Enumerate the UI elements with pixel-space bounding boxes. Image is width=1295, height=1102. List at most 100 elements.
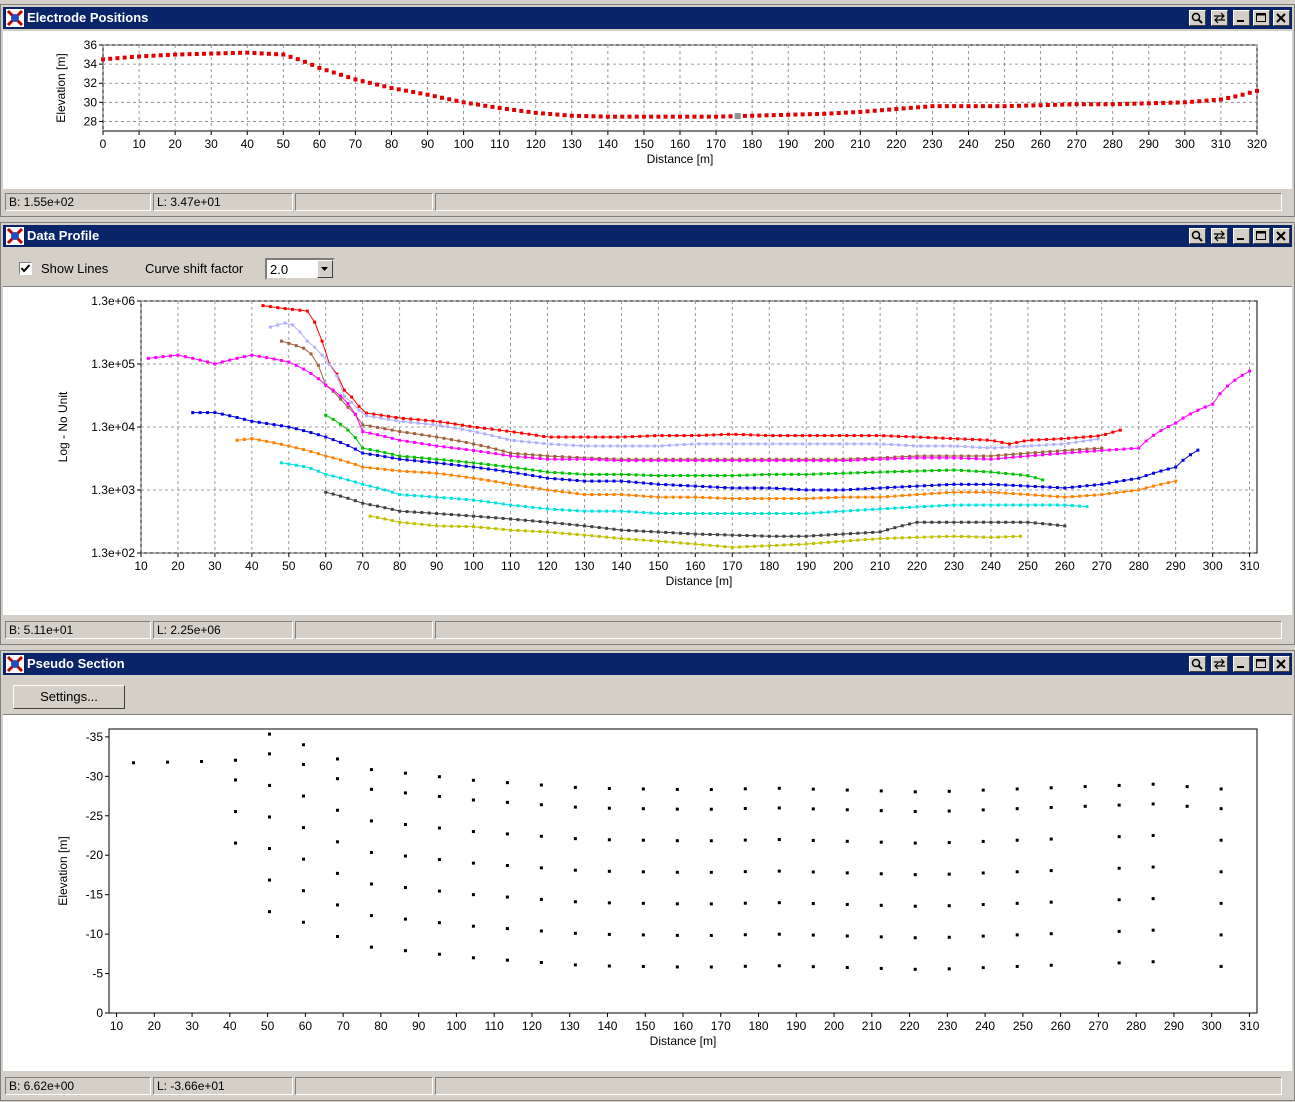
electrode-marker — [548, 111, 553, 116]
pseudo-plot-area[interactable]: 10 20 30 40 50 60 70 80 90 100 110 120 130 140 150 160 1… — [3, 715, 1292, 1071]
series-point — [1078, 494, 1082, 498]
series-point — [619, 528, 623, 532]
series-point — [568, 522, 572, 526]
series-point — [501, 527, 505, 531]
series-point — [335, 372, 339, 376]
swap-button[interactable] — [1211, 656, 1228, 672]
swap-button[interactable] — [1211, 228, 1228, 244]
x-tick-label: 20 — [171, 559, 185, 573]
electrode-plot-area[interactable]: 0 10 20 30 40 50 60 70 80 90 100 110 120 130 140 150 160… — [3, 31, 1292, 189]
series-point — [509, 451, 513, 455]
series-point — [490, 427, 494, 431]
series-point — [449, 513, 453, 517]
series-point — [775, 534, 779, 538]
dropdown-button[interactable] — [317, 260, 333, 278]
series-point — [191, 411, 195, 415]
x-tick-label: 290 — [1164, 1019, 1184, 1033]
datum-marker — [947, 967, 951, 971]
x-tick-label: 180 — [742, 137, 762, 151]
series-point — [516, 504, 520, 508]
series-point — [1085, 450, 1089, 454]
series-point — [1166, 481, 1170, 485]
data-profile-titlebar[interactable]: Data Profile — [3, 225, 1292, 247]
minimize-button[interactable] — [1233, 228, 1250, 244]
series-point — [568, 491, 572, 495]
maximize-button[interactable] — [1253, 228, 1270, 244]
series-point — [464, 497, 468, 501]
pseudo-chart[interactable]: 10 20 30 40 50 60 70 80 90 100 110 120 130 140 150 160 1… — [3, 715, 1292, 1071]
series-point — [1085, 505, 1089, 509]
series-point — [708, 543, 712, 547]
maximize-button[interactable] — [1253, 10, 1270, 26]
electrode-marker — [800, 112, 805, 117]
series-point — [497, 428, 501, 432]
series-point — [782, 487, 786, 491]
series-point — [1070, 504, 1074, 508]
minimize-button[interactable] — [1233, 10, 1250, 26]
series-point — [1122, 478, 1126, 482]
datum-marker — [539, 783, 543, 787]
minimize-button[interactable] — [1233, 656, 1250, 672]
series-point — [679, 541, 683, 545]
series-point — [908, 456, 912, 460]
profile-chart[interactable]: 10 20 30 40 50 60 70 80 90 100 110 120 130 140 150 160 1… — [3, 287, 1292, 615]
series-point — [1188, 412, 1192, 416]
x-tick-label: 110 — [485, 1019, 504, 1033]
zoom-button[interactable] — [1189, 10, 1206, 26]
electrode-marker — [980, 104, 985, 109]
datum-marker — [301, 763, 305, 766]
x-tick-label: 210 — [862, 1019, 882, 1033]
series-point — [1011, 483, 1015, 487]
series-point — [1225, 384, 1229, 388]
electrode-marker — [670, 114, 675, 119]
series-point — [885, 470, 889, 474]
profile-plot-area[interactable]: 10 20 30 40 50 60 70 80 90 100 110 120 130 140 150 160 1… — [3, 287, 1292, 615]
series-point — [242, 417, 246, 421]
series-point — [376, 453, 380, 457]
series-point — [331, 474, 335, 478]
series-point — [789, 534, 793, 538]
series-point — [841, 539, 845, 543]
x-tick-label: 70 — [356, 559, 370, 573]
series-point — [412, 470, 416, 474]
pseudo-section-titlebar[interactable]: Pseudo Section — [3, 653, 1292, 675]
electrode-positions-titlebar[interactable]: Electrode Positions — [3, 7, 1292, 29]
series-point — [457, 474, 461, 478]
series-point — [435, 444, 439, 448]
series-point — [885, 495, 889, 499]
maximize-button[interactable] — [1253, 656, 1270, 672]
curve-shift-select[interactable]: 2.0 — [265, 258, 335, 280]
series-point — [294, 363, 298, 367]
series-point — [512, 430, 516, 434]
datum-marker — [471, 830, 475, 834]
series-point — [483, 426, 487, 430]
x-tick-label: 180 — [759, 559, 779, 573]
series-point — [1048, 485, 1052, 489]
show-lines-label[interactable]: Show Lines — [41, 261, 109, 276]
datum-marker — [403, 771, 407, 775]
settings-button[interactable]: Settings... — [13, 685, 125, 709]
close-button[interactable] — [1273, 656, 1290, 672]
series-point — [682, 443, 686, 447]
zoom-button[interactable] — [1189, 656, 1206, 672]
series-point — [930, 454, 934, 458]
zoom-button[interactable] — [1189, 228, 1206, 244]
series-point — [368, 424, 372, 428]
series-point — [723, 545, 727, 549]
close-button[interactable] — [1273, 228, 1290, 244]
series-point — [206, 360, 210, 364]
series-point — [738, 512, 742, 516]
electrode-marker — [302, 59, 307, 64]
x-tick-label: 270 — [1092, 559, 1112, 573]
electrode-chart[interactable]: 0 10 20 30 40 50 60 70 80 90 100 110 120 130 140 150 160… — [3, 31, 1292, 189]
series-point — [298, 330, 302, 334]
series-point — [945, 483, 949, 487]
swap-button[interactable] — [1211, 10, 1228, 26]
series-point — [534, 433, 538, 437]
show-lines-checkbox[interactable] — [19, 262, 32, 275]
close-button[interactable] — [1273, 10, 1290, 26]
series-point — [520, 431, 524, 435]
series-point — [582, 493, 586, 497]
series-point — [922, 469, 926, 473]
series-point — [568, 471, 572, 475]
